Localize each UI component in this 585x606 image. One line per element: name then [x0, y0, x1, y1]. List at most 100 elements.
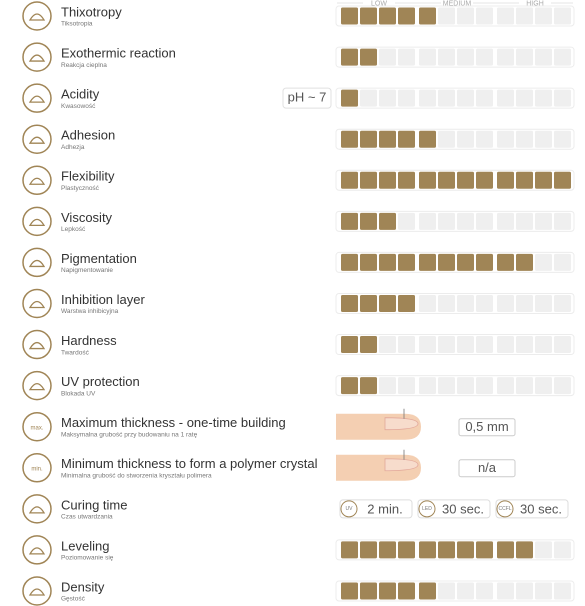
- scale-frame: [335, 87, 575, 109]
- icon-glyph: [28, 177, 46, 185]
- empty-square: [497, 582, 514, 600]
- empty-square: [476, 7, 493, 25]
- empty-square: [535, 541, 552, 559]
- nail: [384, 417, 419, 431]
- level-square: [360, 377, 377, 395]
- level-square: [419, 253, 436, 271]
- empty-square: [516, 48, 533, 66]
- row-subtitle: Plastyczność: [61, 185, 100, 192]
- level-square: [438, 253, 455, 271]
- scale-frame: [335, 128, 575, 150]
- level-square: [360, 212, 377, 230]
- level-square: [516, 171, 533, 189]
- level-square: [341, 336, 358, 354]
- level-square: [341, 48, 358, 66]
- icon-glyph: [28, 341, 46, 350]
- empty-square: [457, 582, 474, 600]
- level-square: [341, 171, 358, 189]
- level-square: [341, 130, 358, 148]
- note: pH ~ 7: [288, 90, 327, 105]
- empty-square: [457, 336, 474, 354]
- row-subtitle: Maksymalna grubość przy budowaniu na 1 r…: [61, 431, 198, 438]
- scale-frame: [335, 334, 575, 356]
- time-box: [495, 499, 569, 519]
- row-title: Density: [61, 579, 105, 594]
- empty-square: [554, 212, 571, 230]
- empty-square: [554, 294, 571, 312]
- level-square: [341, 541, 358, 559]
- empty-square: [398, 212, 415, 230]
- empty-square: [457, 48, 474, 66]
- empty-square: [438, 212, 455, 230]
- time: 2 min.: [367, 501, 402, 516]
- empty-square: [398, 336, 415, 354]
- scale-header: MEDIUM: [443, 0, 472, 7]
- empty-square: [516, 336, 533, 354]
- level-square: [341, 377, 358, 395]
- empty-square: [516, 89, 533, 107]
- level-square: [341, 212, 358, 230]
- value-box: [458, 418, 516, 437]
- icon-glyph: [28, 506, 46, 514]
- level-square: [398, 253, 415, 271]
- empty-square: [554, 89, 571, 107]
- empty-square: [516, 7, 533, 25]
- scale-frame: [335, 539, 575, 561]
- icon-label: max.: [30, 425, 43, 431]
- row-subtitle: Twardość: [61, 349, 90, 356]
- lamp-icon: [418, 500, 436, 518]
- level-square: [360, 582, 377, 600]
- empty-square: [476, 336, 493, 354]
- row-subtitle: Kwasowość: [61, 103, 96, 110]
- empty-square: [554, 377, 571, 395]
- empty-square: [535, 7, 552, 25]
- value: n/a: [478, 460, 497, 475]
- empty-square: [535, 253, 552, 271]
- level-square: [516, 541, 533, 559]
- level-square: [341, 7, 358, 25]
- scale-frame: [335, 251, 575, 273]
- row-icon: [22, 83, 52, 113]
- row-title: Curing time: [61, 497, 127, 512]
- scale-header: LOW: [371, 0, 387, 7]
- row-title: Hardness: [61, 333, 117, 348]
- empty-square: [535, 130, 552, 148]
- level-square: [535, 171, 552, 189]
- level-square: [476, 171, 493, 189]
- row-subtitle: Lepkość: [61, 226, 86, 233]
- icon-glyph: [28, 95, 46, 103]
- level-square: [341, 582, 358, 600]
- empty-square: [457, 212, 474, 230]
- empty-square: [419, 48, 436, 66]
- level-square: [341, 89, 358, 107]
- level-square: [360, 130, 377, 148]
- empty-square: [398, 48, 415, 66]
- empty-square: [516, 212, 533, 230]
- lamp: CCFL: [498, 506, 511, 512]
- icon-glyph: [28, 218, 46, 226]
- row-icon: [22, 411, 52, 442]
- level-square: [476, 253, 493, 271]
- empty-square: [497, 377, 514, 395]
- empty-square: [554, 130, 571, 148]
- level-square: [360, 294, 377, 312]
- icon-glyph: [28, 588, 46, 596]
- empty-square: [516, 294, 533, 312]
- row-title: Thixotropy: [61, 4, 122, 19]
- empty-square: [438, 377, 455, 395]
- icon-glyph: [28, 547, 46, 555]
- scale-frame: [335, 210, 575, 232]
- empty-square: [535, 336, 552, 354]
- empty-square: [535, 294, 552, 312]
- row-subtitle: Gęstość: [61, 596, 86, 603]
- value-box: [458, 459, 516, 478]
- level-square: [419, 541, 436, 559]
- empty-square: [457, 7, 474, 25]
- level-square: [360, 253, 377, 271]
- scale-frame: [335, 292, 575, 314]
- level-square: [419, 7, 436, 25]
- empty-square: [419, 294, 436, 312]
- empty-square: [497, 48, 514, 66]
- empty-square: [554, 7, 571, 25]
